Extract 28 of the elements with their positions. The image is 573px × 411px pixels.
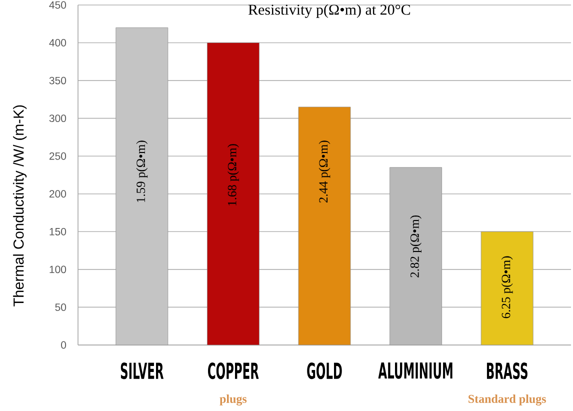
y-tick-label: 50 [55,304,66,311]
x-tick-label: BRASS [486,362,528,380]
bar [480,231,534,346]
y-tick-label: 350 [49,76,66,84]
text: plugs [220,394,247,406]
y-tick-label: 300 [49,114,66,122]
bar [298,106,351,346]
annotation: 1.68 p(Ω•m) [228,144,239,206]
x-tick-label: COPPER [208,362,259,380]
annotation: 2.82 p(Ω•m) [410,215,422,278]
y-tick-label: 400 [49,39,66,46]
y-tick-label: 450 [49,1,66,9]
y-tick-label: 250 [49,152,66,160]
annotation: 6.25 p(Ω•m) [501,256,513,318]
y-tick-label: 150 [50,228,66,236]
bar [116,27,168,346]
bar [207,42,260,346]
text: Standard plugs [468,394,546,406]
x-tick-label: ALUMINIUM [378,362,452,379]
x-tick-label: GOLD [307,362,342,380]
annotation: 2.44 p(Ω•m) [318,140,330,203]
y-axis-title: Thermal Conductivity /W/ (m-K) [13,105,27,306]
chart-title: Resistivity p(Ω•m) at 20°C [248,4,410,18]
y-tick-label: 200 [49,190,66,198]
x-tick-label: SILVER [120,362,164,380]
y-tick-label: 0 [61,341,66,349]
annotation: 1.59 p(Ω•m) [136,140,148,202]
y-tick-label: 100 [50,266,66,274]
